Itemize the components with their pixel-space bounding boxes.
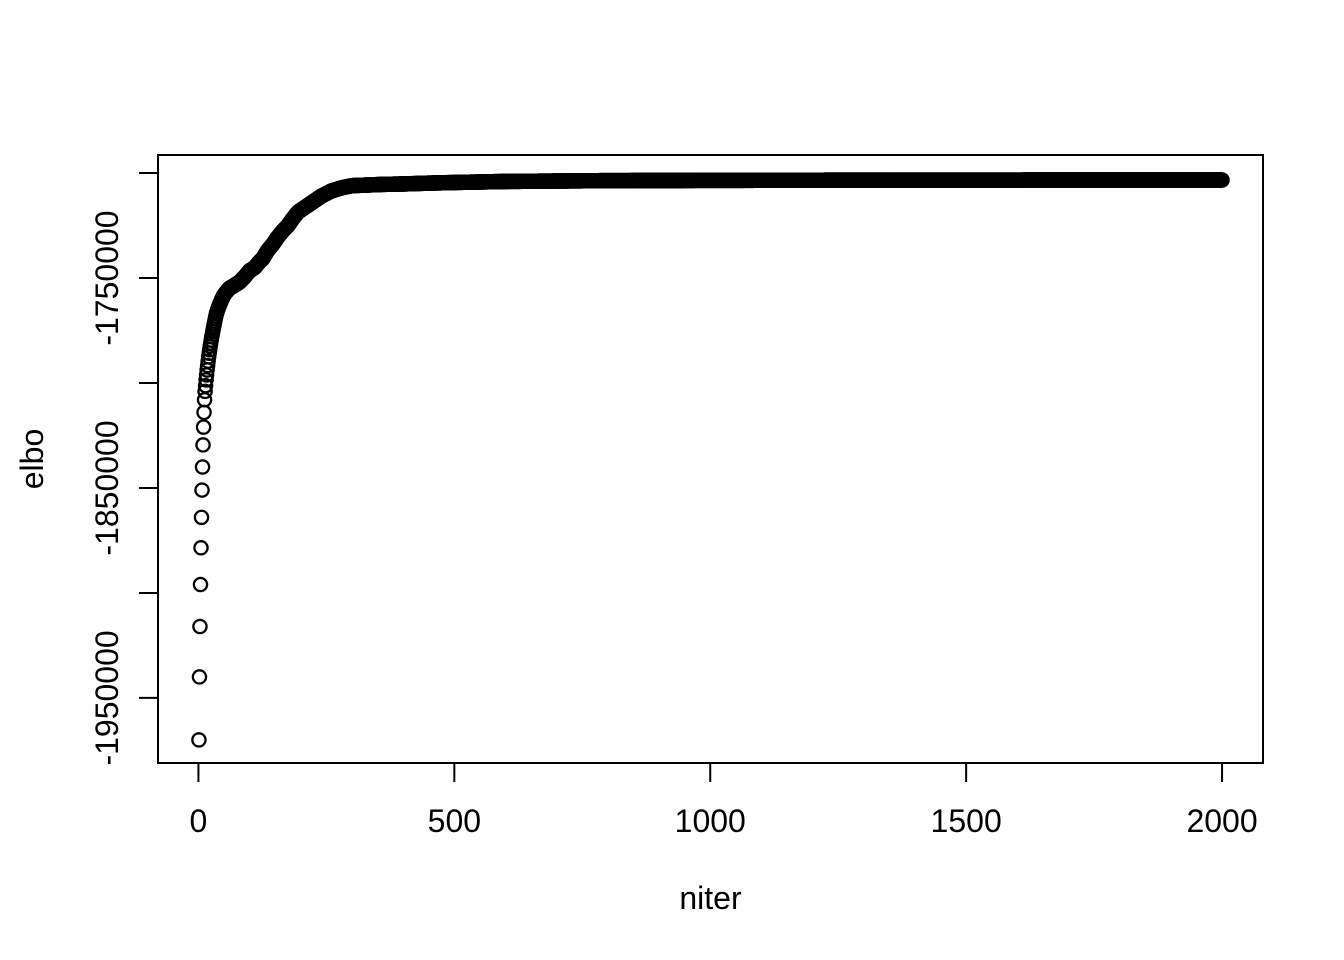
- x-axis-tick-label: 2000: [1186, 803, 1257, 839]
- y-axis-title: elbo: [14, 429, 50, 490]
- data-point: [194, 482, 210, 498]
- data-point: [193, 509, 210, 526]
- y-axis-tick-label: -1750000: [89, 210, 125, 345]
- data-point: [191, 732, 207, 748]
- data-point: [198, 372, 214, 388]
- data-point: [193, 540, 209, 556]
- plot-border-box: [157, 154, 1264, 764]
- data-point: [196, 404, 212, 421]
- data-point: [197, 377, 214, 394]
- data-point: [195, 419, 212, 435]
- data-point: [194, 459, 211, 475]
- x-axis-tick-label: 0: [190, 803, 208, 839]
- scatter-points: [191, 172, 1230, 748]
- y-axis-tick-label: -1850000: [89, 420, 125, 555]
- data-point: [192, 618, 208, 635]
- data-point: [192, 576, 209, 593]
- data-point: [1214, 172, 1230, 188]
- x-axis-tick-label: 1500: [931, 803, 1002, 839]
- y-axis-tick-label: -1950000: [89, 630, 125, 765]
- x-axis-tick-label: 500: [428, 803, 481, 839]
- data-point: [195, 437, 211, 453]
- data-point: [197, 383, 213, 400]
- x-axis-tick-label: 1000: [675, 803, 746, 839]
- data-point: [191, 669, 208, 685]
- x-axis-title: niter: [679, 880, 742, 916]
